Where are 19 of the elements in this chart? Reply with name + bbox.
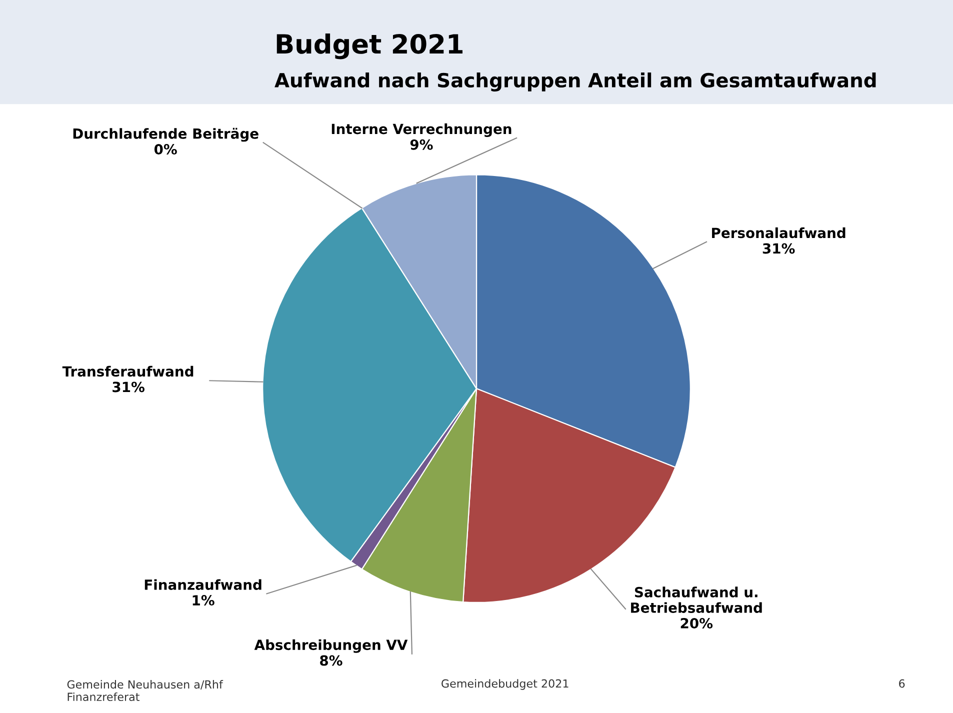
- text: Gemeinde Neuhausen a/Rhf Finanzreferat: [67, 680, 224, 702]
- data-label: 20%: [680, 618, 713, 628]
- text: Gemeindebudget 2021: [442, 679, 568, 690]
- data-label: 31%: [112, 382, 144, 392]
- data-label: 31%: [762, 243, 795, 254]
- slice-label: Finanzaufwand: [144, 579, 262, 590]
- text: 6: [899, 679, 905, 688]
- data-label: 8%: [320, 655, 342, 666]
- slice-label: Abschreibungen VV: [254, 639, 408, 653]
- chart-subtitle: Aufwand nach Sachgruppen Anteil am Gesamtaufwand: [274, 72, 876, 92]
- slice-label: Personalaufwand: [712, 227, 846, 238]
- category-label: Durchlaufende Beiträge: [73, 128, 258, 142]
- slice-label: Interne Verrechnungen: [332, 123, 512, 137]
- data-label: 9%: [410, 139, 433, 150]
- data-label: 1%: [192, 595, 214, 606]
- chart-title: Budget 2021: [276, 33, 462, 60]
- text: 0%: [154, 144, 177, 155]
- slice-label: Sachaufwand u. Betriebsaufwand: [631, 586, 762, 613]
- slice-label: Transferaufwand: [62, 366, 194, 377]
